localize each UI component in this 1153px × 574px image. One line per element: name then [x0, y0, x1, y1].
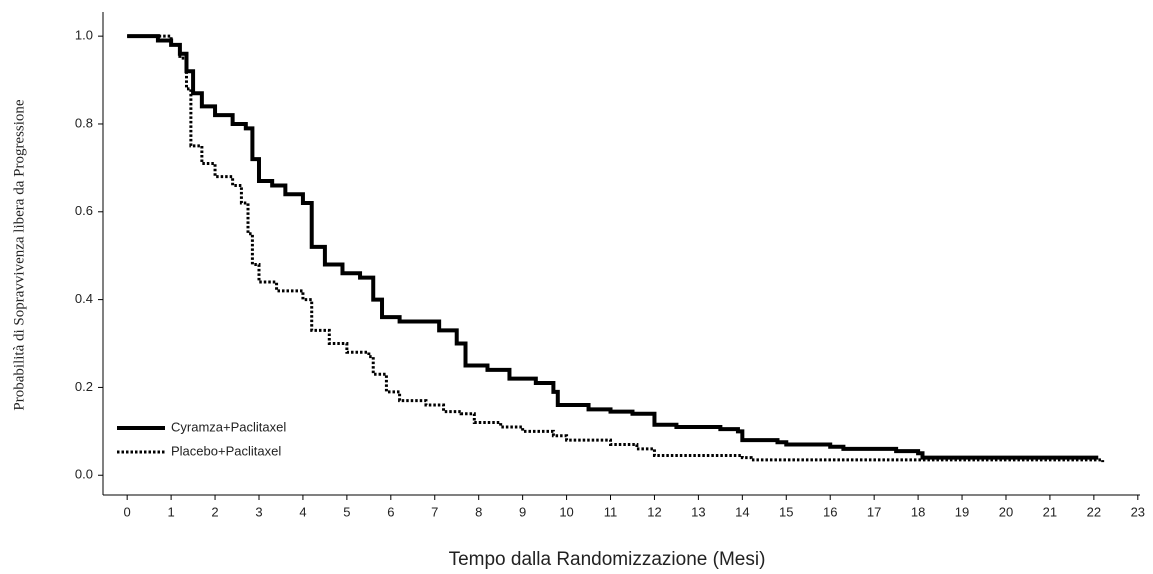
x-tick-label: 3 — [255, 504, 262, 519]
x-tick-label: 2 — [211, 504, 218, 519]
x-tick-label: 0 — [124, 504, 131, 519]
x-tick-label: 4 — [299, 504, 306, 519]
x-tick-label: 5 — [343, 504, 350, 519]
x-tick-label: 14 — [735, 504, 749, 519]
legend-label: Cyramza+Paclitaxel — [171, 419, 286, 434]
legend-label: Placebo+Paclitaxel — [171, 443, 281, 458]
x-tick-label: 16 — [823, 504, 837, 519]
x-tick-label: 9 — [519, 504, 526, 519]
x-tick-label: 12 — [647, 504, 661, 519]
x-tick-label: 21 — [1043, 504, 1057, 519]
x-tick-label: 23 — [1131, 504, 1145, 519]
x-tick-label: 6 — [387, 504, 394, 519]
x-tick-label: 7 — [431, 504, 438, 519]
x-tick-label: 13 — [691, 504, 705, 519]
x-tick-label: 10 — [559, 504, 573, 519]
y-tick-label: 0.0 — [75, 467, 93, 482]
y-tick-label: 0.6 — [75, 203, 93, 218]
y-tick-label: 1.0 — [75, 28, 93, 43]
x-tick-label: 17 — [867, 504, 881, 519]
x-tick-label: 8 — [475, 504, 482, 519]
y-tick-label: 0.4 — [75, 291, 93, 306]
x-tick-label: 19 — [955, 504, 969, 519]
x-tick-label: 20 — [999, 504, 1013, 519]
x-tick-label: 15 — [779, 504, 793, 519]
y-tick-label: 0.8 — [75, 115, 93, 130]
y-tick-label: 0.2 — [75, 379, 93, 394]
x-tick-label: 18 — [911, 504, 925, 519]
survival-curve — [127, 34, 1099, 460]
x-tick-label: 22 — [1087, 504, 1101, 519]
x-tick-label: 11 — [604, 504, 618, 519]
y-axis-label: Probabilità di Sopravvivenza libera da P… — [11, 99, 27, 411]
x-axis-label: Tempo dalla Randomizzazione (Mesi) — [449, 549, 766, 570]
survival-curve — [127, 34, 1105, 463]
x-tick-label: 1 — [167, 504, 174, 519]
